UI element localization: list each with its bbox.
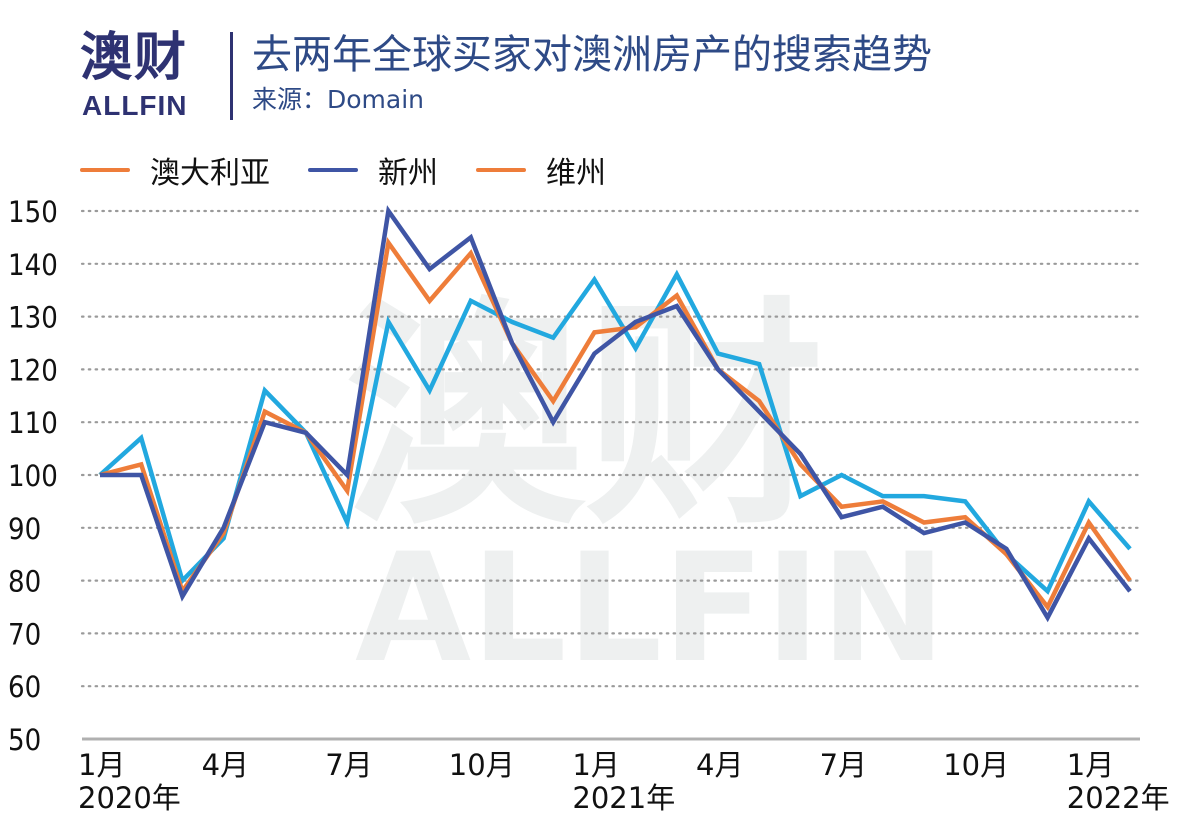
y-tick-label: 120	[8, 353, 58, 387]
y-tick-label: 100	[8, 459, 58, 493]
x-year-label: 2021年	[572, 781, 675, 815]
x-tick-label: 7月	[325, 748, 372, 782]
y-axis: 150 140 130 120 110 100 90 80 70 60 50	[8, 195, 58, 757]
x-tick-label: 7月	[820, 748, 867, 782]
legend-label: 澳大利亚	[150, 156, 270, 191]
y-tick-label: 50	[8, 723, 41, 757]
series-lines	[98, 205, 1132, 623]
chart-legend: 澳大利亚 新州 维州	[80, 148, 644, 192]
y-tick-label: 130	[8, 301, 58, 335]
logo-chinese: 澳财	[80, 28, 189, 88]
legend-item-australia: 澳大利亚	[80, 148, 270, 192]
legend-item-nsw: 新州	[308, 148, 438, 192]
y-tick-label: 70	[8, 617, 41, 651]
y-tick-label: 140	[8, 248, 58, 282]
x-tick-label: 1月	[572, 748, 619, 782]
logo-english: ALLFIN	[82, 90, 188, 121]
chart-title: 去两年全球买家对澳洲房产的搜索趋势	[252, 32, 932, 78]
series-line-1	[100, 205, 1132, 623]
x-year-label: 2020年	[78, 781, 181, 815]
y-tick-label: 80	[8, 565, 41, 599]
y-tick-label: 110	[8, 406, 58, 440]
watermark-cn: 澳财	[345, 277, 825, 557]
legend-line-icon	[308, 168, 358, 172]
allfin-logo: 澳财 ALLFIN	[80, 28, 210, 123]
legend-label: 新州	[378, 156, 438, 191]
x-tick-label: 10月	[449, 748, 515, 782]
y-tick-label: 60	[8, 670, 41, 704]
x-tick-label: 4月	[202, 748, 249, 782]
y-tick-label: 150	[8, 195, 58, 229]
y-tick-label: 90	[8, 512, 41, 546]
x-tick-label: 1月	[78, 748, 125, 782]
x-tick-label: 1月	[1067, 748, 1114, 782]
grid-lines	[80, 209, 1142, 741]
series-line-0	[99, 236, 1132, 612]
watermark-en: ALLFIN	[355, 522, 946, 696]
series-line-2	[98, 269, 1132, 595]
chart-source: 来源：Domain	[252, 85, 425, 114]
legend-item-vic: 维州	[476, 148, 606, 192]
legend-line-icon	[476, 168, 526, 172]
legend-label: 维州	[546, 156, 606, 191]
x-year-label: 2022年	[1067, 781, 1170, 815]
header-divider	[230, 32, 233, 120]
watermark: 澳财 ALLFIN	[345, 277, 946, 696]
legend-line-icon	[80, 168, 130, 172]
x-tick-label: 4月	[696, 748, 743, 782]
x-tick-label: 10月	[943, 748, 1009, 782]
